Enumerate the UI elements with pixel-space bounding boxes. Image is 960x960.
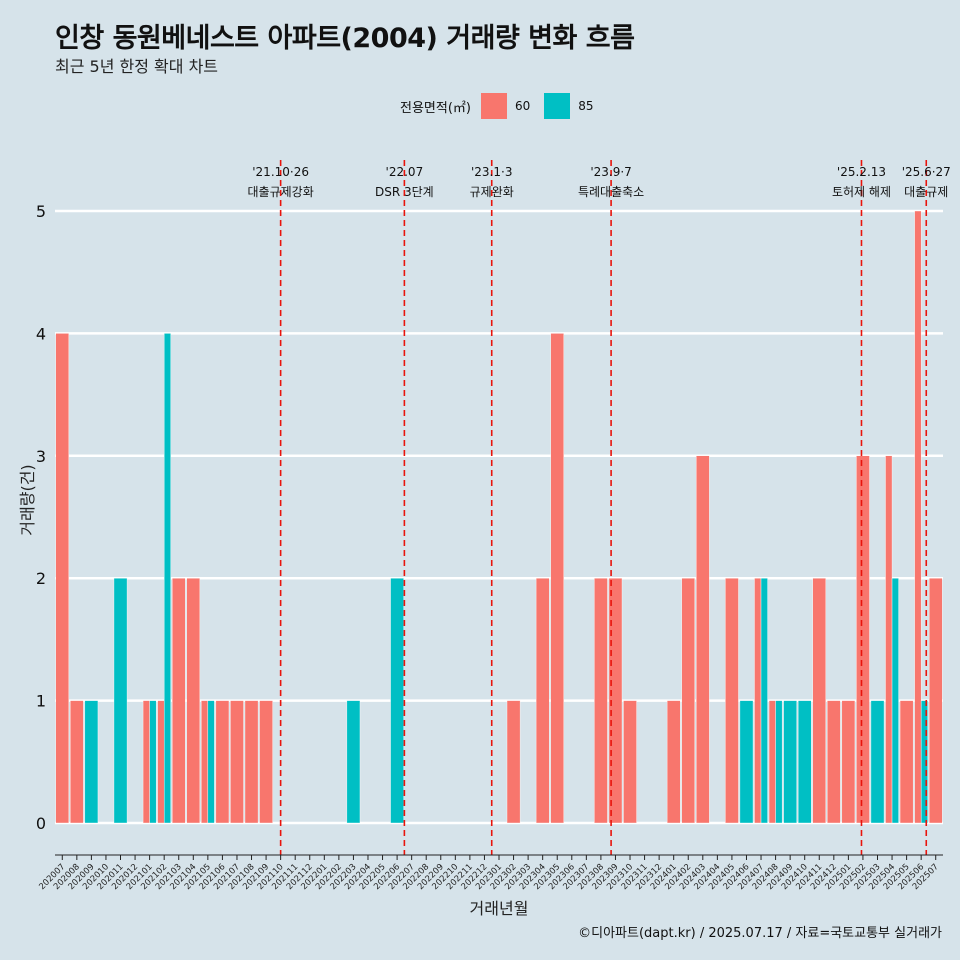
bar-60-202502 (856, 455, 870, 824)
legend-title: 전용면적(㎡) (400, 100, 471, 116)
bar-60-202504 (885, 455, 893, 824)
bar-85-202506 (920, 700, 928, 824)
bar-85-202203 (346, 700, 361, 824)
event-name-label: 특례대출축소 (578, 185, 644, 199)
event-date-label: '25.2.13 (837, 165, 886, 179)
bar-60-202108 (244, 700, 259, 824)
chart-subtitle: 최근 5년 한정 확대 차트 (55, 57, 219, 76)
event-date-label: '25.6·27 (902, 165, 951, 179)
event-name-label: 대출규제 (904, 185, 948, 199)
event-name-label: DSR 3단계 (375, 185, 434, 199)
event-date-label: '23.1·3 (471, 165, 512, 179)
event-name-label: 대출규제강화 (248, 185, 314, 199)
bar-60-202102 (157, 700, 165, 824)
event-date-label: '23.9·7 (590, 165, 631, 179)
bar-60-202505 (899, 700, 914, 824)
legend-label-85: 85 (578, 99, 594, 113)
bar-60-202104 (186, 578, 201, 824)
bar-85-202101 (149, 700, 157, 824)
bar-60-202401 (666, 700, 681, 824)
y-tick-label: 1 (36, 692, 46, 711)
bar-60-202403 (696, 455, 710, 824)
event-name-label: 규제완화 (470, 185, 514, 199)
bar-60-202506 (914, 210, 922, 824)
y-tick-label: 2 (36, 569, 46, 588)
bar-85-202409 (783, 700, 797, 824)
bar-60-202408 (768, 700, 776, 824)
bar-85-202407 (760, 578, 768, 824)
bar-85-202009 (84, 700, 99, 824)
y-tick-label: 4 (36, 324, 46, 343)
event-date-label: '22.07 (386, 165, 424, 179)
y-tick-label: 3 (36, 447, 46, 466)
event-name-label: 토허제 해제 (832, 185, 891, 199)
bar-85-202011 (113, 578, 128, 824)
bar-85-202102 (163, 333, 171, 824)
bar-60-202405 (725, 578, 739, 824)
bar-85-202504 (891, 578, 899, 824)
bar-60-202302 (506, 700, 521, 824)
bar-60-202308 (594, 578, 608, 824)
bar-60-202106 (215, 700, 230, 824)
legend-key-85 (544, 93, 571, 119)
bar-60-202007 (55, 333, 70, 824)
bar-60-202412 (827, 700, 841, 824)
event-date-label: '21.10·26 (252, 165, 309, 179)
y-tick-label: 5 (36, 202, 46, 221)
bar-60-202109 (259, 700, 273, 824)
bar-60-202103 (171, 578, 186, 824)
bar-60-202107 (230, 700, 244, 824)
source-caption: ©디아파트(dapt.kr) / 2025.07.17 / 자료=국토교통부 실… (578, 926, 942, 941)
y-tick-label: 0 (36, 814, 46, 833)
y-axis-title: 거래량(건) (18, 464, 37, 535)
bar-85-202408 (775, 700, 783, 824)
bar-60-202501 (841, 700, 856, 824)
bar-60-202105 (201, 700, 209, 824)
legend: 전용면적(㎡) 60 85 (400, 93, 608, 119)
bar-85-202410 (797, 700, 812, 824)
bar-60-202402 (681, 578, 695, 824)
legend-label-60: 60 (514, 99, 531, 113)
bar-85-202503 (870, 700, 885, 824)
bar-60-202101 (142, 700, 150, 824)
bar-60-202309 (608, 578, 623, 824)
bar-85-202206 (390, 578, 404, 824)
bar-60-202310 (623, 700, 637, 824)
bar-85-202406 (739, 700, 754, 824)
chart-title: 인창 동원베네스트 아파트(2004) 거래량 변화 흐름 (55, 23, 635, 54)
bar-60-202507 (928, 578, 943, 824)
bar-60-202305 (550, 333, 564, 824)
bar-60-202008 (70, 700, 84, 824)
bar-60-202407 (754, 578, 762, 824)
x-axis-title: 거래년월 (470, 899, 529, 918)
bar-85-202105 (207, 700, 215, 824)
bar-60-202411 (812, 578, 827, 824)
bar-60-202304 (535, 578, 550, 824)
legend-key-60 (480, 93, 507, 119)
